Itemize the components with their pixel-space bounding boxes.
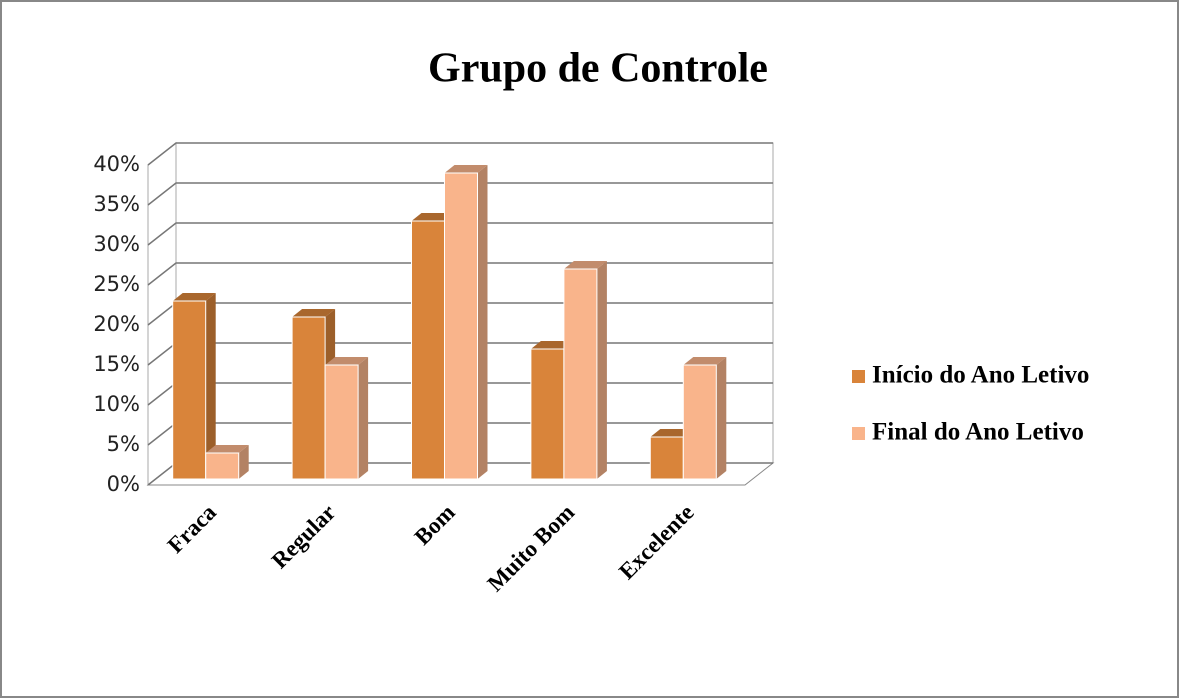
bar-top xyxy=(530,341,574,349)
chart-title: Grupo de Controle xyxy=(428,46,768,92)
legend-label: Final do Ano Letivo xyxy=(872,419,1084,446)
legend-label: Início do Ano Letivo xyxy=(872,362,1089,389)
bar-side xyxy=(205,293,216,479)
bar xyxy=(172,300,207,480)
bar-side xyxy=(596,261,607,479)
y-tick-label: 20% xyxy=(93,312,140,336)
bar-top xyxy=(444,165,488,173)
y-tick-label: 35% xyxy=(93,192,140,216)
grid-line xyxy=(147,182,773,206)
legend-swatch xyxy=(852,370,865,383)
grid-line xyxy=(147,222,773,246)
bar xyxy=(682,364,717,480)
bar xyxy=(563,268,598,480)
bar-side xyxy=(477,165,488,479)
bar xyxy=(411,220,445,480)
y-tick-label: 40% xyxy=(93,152,140,176)
y-tick-label: 25% xyxy=(93,272,140,296)
bar-top xyxy=(650,429,694,437)
bar-top xyxy=(411,213,455,221)
bar xyxy=(291,316,326,480)
bar-side xyxy=(716,357,727,479)
y-tick-label: 10% xyxy=(93,392,140,416)
bar xyxy=(444,172,478,480)
bar-top xyxy=(563,261,607,269)
grid-line xyxy=(147,142,773,166)
bar xyxy=(530,348,565,480)
legend-swatch xyxy=(852,427,865,440)
y-tick-label: 15% xyxy=(93,352,140,376)
bar xyxy=(649,436,684,480)
y-tick-label: 0% xyxy=(107,472,140,496)
y-tick-label: 5% xyxy=(107,432,140,456)
bar xyxy=(324,364,359,480)
bar-top xyxy=(292,309,336,317)
bar-top xyxy=(205,445,249,453)
y-tick-label: 30% xyxy=(93,232,140,256)
bar xyxy=(205,452,240,480)
bar-top xyxy=(172,293,216,301)
bar-top xyxy=(325,357,369,365)
bar-side xyxy=(358,357,369,479)
bar-side xyxy=(238,445,249,479)
bar-top xyxy=(683,357,727,365)
